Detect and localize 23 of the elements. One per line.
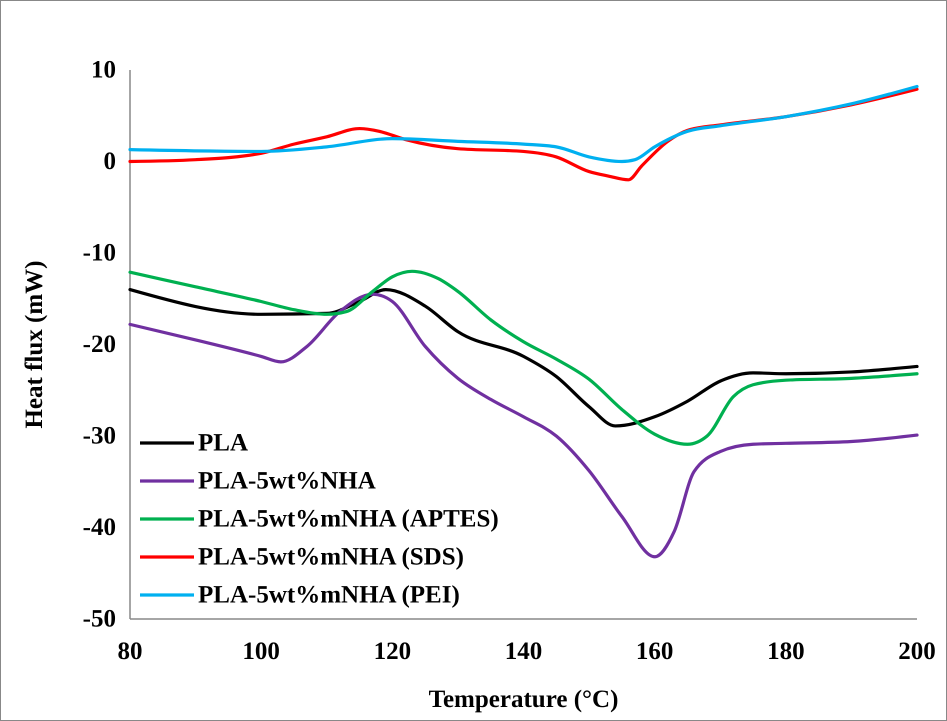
x-tick-label: 120 (374, 638, 412, 665)
legend-label: PLA-5wt%mNHA (APTES) (198, 506, 499, 532)
y-tick-label: -50 (82, 606, 116, 632)
x-tick-label: 100 (242, 638, 280, 665)
y-tick-label: 0 (104, 148, 116, 175)
x-tick-label: 180 (767, 638, 805, 665)
x-tick-label: 80 (118, 638, 142, 665)
legend-label: PLA-5wt%mNHA (SDS) (198, 544, 464, 570)
y-tick-label: -20 (82, 331, 116, 358)
y-axis-title: Heat flux (mW) (21, 260, 48, 429)
x-tick-label: 140 (504, 638, 542, 665)
legend-label: PLA-5wt%mNHA (PEI) (198, 582, 460, 608)
x-tick-label: 200 (898, 638, 936, 665)
y-tick-label: 10 (91, 56, 116, 84)
y-tick-label: -30 (82, 422, 116, 450)
legend-label: PLA (198, 430, 248, 456)
legend-label: PLA-5wt%NHA (198, 468, 376, 494)
line-series (128, 84, 919, 164)
y-tick-label: -40 (82, 514, 116, 541)
x-tick-label: 160 (636, 638, 674, 665)
line-series (128, 288, 919, 428)
y-tick-label: -10 (82, 240, 116, 266)
x-axis-title: Temperature (°C) (428, 686, 618, 713)
